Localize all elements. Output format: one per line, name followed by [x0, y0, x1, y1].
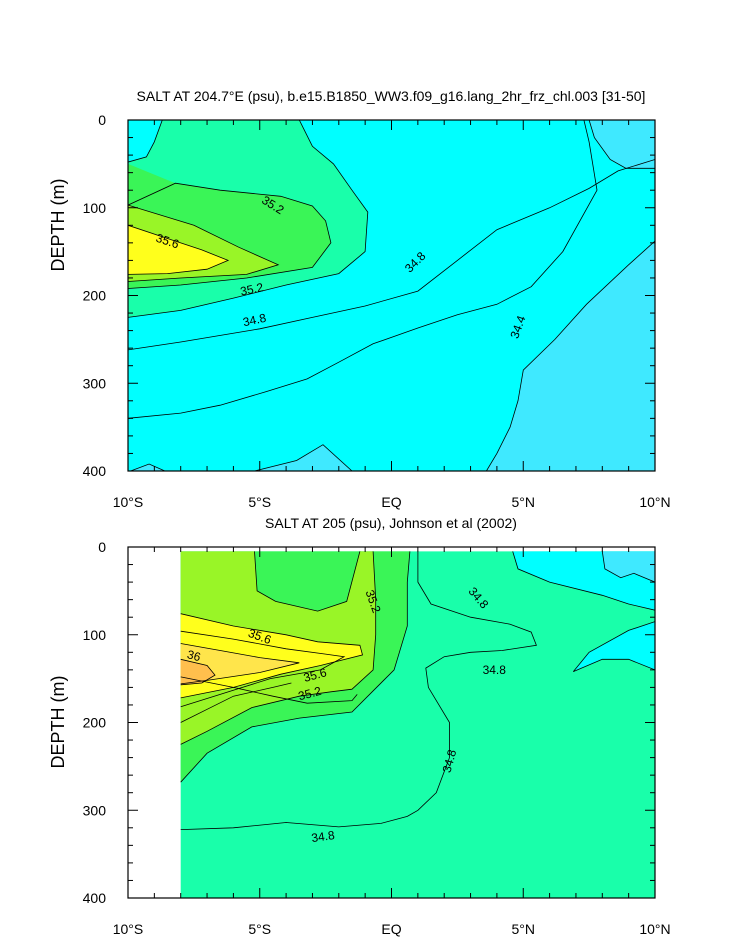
panel-1-x-tick-label: 10°N — [639, 494, 670, 510]
panel-2-contour-line-13 — [180, 551, 537, 830]
panel-2-contour-line-2 — [180, 551, 377, 745]
panel-1-y-tick-label: 300 — [83, 375, 107, 391]
panel-2-contour-line-3 — [180, 551, 411, 783]
panel-2-contour-line-12 — [601, 551, 655, 583]
panel-2-contour-label-9: 34.8 — [310, 828, 335, 845]
panel-2-contour-line-9 — [180, 682, 292, 723]
panel-1-contour-line-6 — [128, 159, 655, 351]
panel-1-contour-line-11 — [130, 463, 166, 471]
panel-1-contour-label-3: 35.2 — [239, 280, 265, 299]
panel-1-title: SALT AT 204.7°E (psu), b.e15.B1850_WW3.f… — [137, 88, 646, 104]
panel-2-y-tick-label: 400 — [83, 890, 107, 906]
panel-2-y-tick-label: 0 — [98, 539, 106, 555]
panel-1-x-tick-label: 5°N — [512, 494, 536, 510]
panel-1-region-4 — [589, 120, 655, 169]
panel-2-y-tick-label: 100 — [83, 627, 107, 643]
panel-1-contour-line-2 — [128, 182, 332, 289]
panel-2-filled-contours — [180, 551, 655, 898]
panel-1-y-tick-label: 100 — [83, 200, 107, 216]
panel-1-contour-line-10 — [254, 444, 353, 471]
panel-2-contour-line-8 — [180, 676, 358, 704]
panel-1-region-2 — [130, 464, 165, 471]
panel-1-contour-line-4 — [128, 204, 280, 282]
panel-2-contour-line-11 — [572, 621, 655, 672]
panel-2-x-tick-label: 5°S — [248, 921, 271, 937]
panel-2-contour-label-7: 34.8 — [483, 663, 507, 677]
panel-1-y-tick-label: 0 — [98, 112, 106, 128]
panel-2-contour-lines — [180, 551, 655, 830]
panel-1-y-tick-label: 200 — [83, 288, 107, 304]
panel-2-contour-line-6 — [180, 643, 300, 685]
panel-2-contour-line-10 — [512, 551, 655, 611]
panel-1-contour-line-7 — [128, 120, 598, 419]
panel-2-contour-label-8: 34.8 — [440, 748, 460, 774]
panel-1-contour-line-9 — [588, 120, 655, 169]
panel-2-tick-labels: 10°S 5°S EQ 5°N 10°N 0 100 200 300 400 — [83, 539, 671, 937]
panel-1-region-3 — [486, 241, 655, 471]
panel-2-contour-line-1 — [254, 551, 361, 612]
panel-1-x-tick-label: 5°S — [248, 494, 271, 510]
panel-1-contour-lines — [128, 120, 655, 471]
panel-2-y-axis-label: DEPTH (m) — [48, 676, 68, 769]
panel-2-region-3 — [573, 621, 655, 672]
panel-2-contour-line-7 — [180, 658, 216, 686]
panel-1-y-tick-label: 400 — [83, 463, 107, 479]
panel-1-region-1 — [254, 444, 352, 471]
panel-2-contour-line-5 — [180, 630, 346, 708]
panel-1-contour-line-8 — [486, 240, 655, 471]
panel-2-x-tick-label: EQ — [381, 921, 401, 937]
panel-1: SALT AT 204.7°E (psu), b.e15.B1850_WW3.f… — [48, 88, 671, 510]
panel-2-ticks — [127, 546, 656, 899]
panel-1-region-8 — [128, 225, 229, 275]
panel-1-y-axis-label: DEPTH (m) — [48, 179, 68, 272]
panel-2-contour-label-5: 35.6 — [302, 665, 328, 685]
panel-1-contour-line-5 — [128, 120, 369, 318]
panel-1-x-tick-label: 10°S — [113, 494, 144, 510]
panel-1-tick-labels: 10°S 5°S EQ 5°N 10°N 0 100 200 300 400 — [83, 112, 671, 510]
panel-1-contour-line-3 — [128, 224, 230, 275]
panel-2-contour-line-4 — [180, 613, 363, 699]
panel-2-y-tick-label: 200 — [83, 715, 107, 731]
panel-2-x-tick-label: 10°N — [639, 921, 670, 937]
panel-2-contour-label-6: 35.2 — [297, 684, 323, 704]
panel-1-contour-line-1 — [128, 120, 163, 163]
panel-2-contour-label-4: 36 — [186, 647, 203, 664]
panel-2-x-tick-label: 10°S — [113, 921, 144, 937]
panel-2: SALT AT 205 (psu), Johnson et al (2002) … — [48, 515, 671, 937]
panel-1-filled-contours — [128, 120, 655, 471]
panel-1-contour-label-2: 35.6 — [154, 231, 181, 252]
panel-1-contour-label-4: 34.8 — [242, 311, 268, 330]
panel-1-x-tick-label: EQ — [381, 494, 401, 510]
panel-2-x-tick-label: 5°N — [512, 921, 536, 937]
panel-1-ticks — [127, 119, 656, 472]
panel-2-y-tick-label: 300 — [83, 802, 107, 818]
panel-2-title: SALT AT 205 (psu), Johnson et al (2002) — [265, 515, 517, 531]
